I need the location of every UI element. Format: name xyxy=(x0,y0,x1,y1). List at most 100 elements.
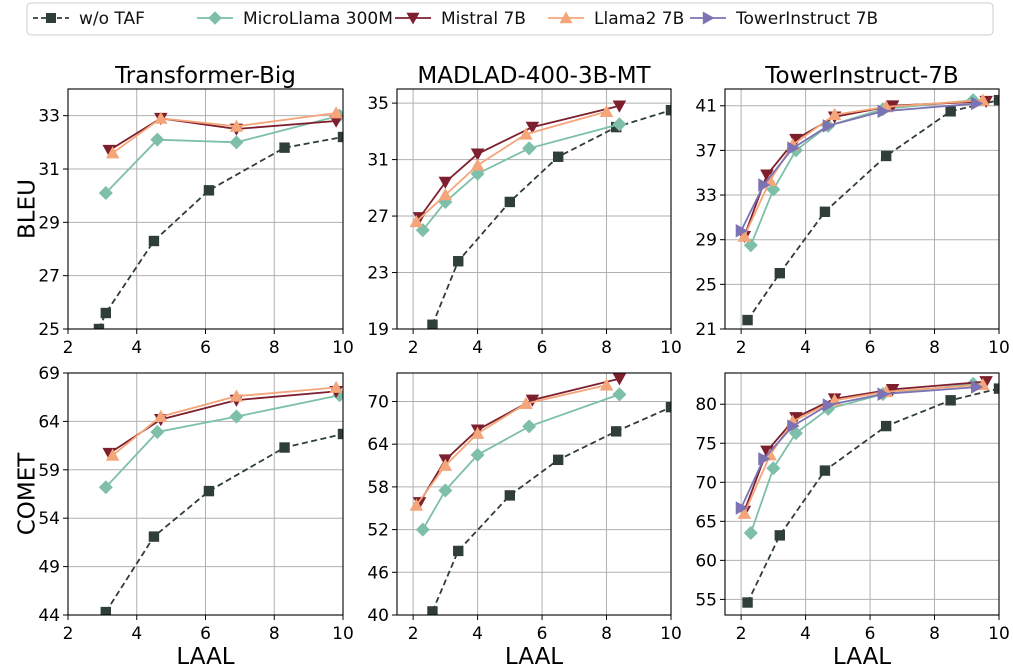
data-point-llama2-7b xyxy=(438,188,453,201)
data-point-w-o-taf xyxy=(819,206,831,217)
legend-item-w-o-taf: w/o TAF xyxy=(33,9,145,29)
data-point-mistral-7b xyxy=(525,121,540,134)
data-point-w-o-taf xyxy=(742,597,753,608)
grid xyxy=(725,89,999,329)
x-tick-label: 4 xyxy=(131,624,142,644)
x-tick-label: 8 xyxy=(601,624,612,644)
legend: w/o TAF MicroLlama 300M Mistral 7B Llama2 7… xyxy=(26,2,994,36)
panel-title: Transformer-Big xyxy=(114,63,296,89)
series-line-llama2-7b xyxy=(743,383,983,514)
data-point-w-o-taf xyxy=(611,426,622,437)
data-point-w-o-taf xyxy=(993,94,999,106)
x-tick-label: 8 xyxy=(601,338,612,358)
data-point-mistral-7b xyxy=(470,148,485,161)
y-tick-label: 55 xyxy=(695,590,717,610)
panel-title: MADLAD-400-3B-MT xyxy=(417,63,651,89)
y-tick-label: 69 xyxy=(38,364,60,384)
y-tick-label: 75 xyxy=(695,434,717,454)
series-line-microllama-300m xyxy=(749,99,974,246)
data-point-llama2-7b xyxy=(470,426,485,439)
data-point-towerinstruct-7b xyxy=(758,452,771,466)
data-point-mistral-7b xyxy=(329,115,343,128)
x-tick-label: 10 xyxy=(988,338,1010,358)
data-point-llama2-7b xyxy=(519,127,533,140)
legend-label: Mistral 7B xyxy=(441,9,526,29)
data-point-w-o-taf xyxy=(945,395,956,406)
series-line-w-o-taf xyxy=(746,387,999,603)
panel-title: TowerInstruct-7B xyxy=(764,63,958,89)
data-point-towerinstruct-7b xyxy=(787,419,800,433)
legend-marker-icon xyxy=(702,11,715,25)
series-group xyxy=(735,93,999,326)
grid xyxy=(725,373,999,615)
x-tick-label: 10 xyxy=(332,338,354,358)
data-point-llama2-7b xyxy=(229,389,244,402)
data-point-microllama-300m xyxy=(415,522,430,537)
data-point-microllama-300m xyxy=(612,387,627,402)
legend-label: TowerInstruct 7B xyxy=(735,9,878,29)
series-line-mistral-7b xyxy=(108,117,337,152)
data-point-microllama-300m xyxy=(612,117,627,132)
series-line-llama2-7b xyxy=(112,112,337,154)
y-tick-label: 29 xyxy=(695,231,717,251)
data-point-w-o-taf xyxy=(100,307,112,319)
data-point-w-o-taf xyxy=(552,454,564,466)
series-group xyxy=(735,376,999,608)
series-line-w-o-taf xyxy=(746,99,999,321)
y-tick-label: 60 xyxy=(695,551,717,571)
legend-item-towerinstruct-7b: TowerInstruct 7B xyxy=(690,9,878,29)
series-line-llama2-7b xyxy=(743,99,983,237)
y-tick-label: 21 xyxy=(695,320,717,340)
x-tick-label: 6 xyxy=(200,624,211,644)
data-point-llama2-7b xyxy=(105,448,120,461)
data-point-w-o-taf xyxy=(552,151,564,162)
data-point-mistral-7b xyxy=(612,100,627,113)
data-point-towerinstruct-7b xyxy=(822,398,835,412)
data-point-llama2-7b xyxy=(329,106,343,119)
data-point-towerinstruct-7b xyxy=(971,96,984,111)
y-tick-label: 25 xyxy=(38,320,60,340)
data-point-w-o-taf xyxy=(427,606,438,615)
x-tick-label: 4 xyxy=(131,338,142,358)
series-line-microllama-300m xyxy=(422,393,620,531)
series-line-towerinstruct-7b xyxy=(740,386,977,509)
y-tick-label: 25 xyxy=(695,275,717,295)
y-tick-label: 64 xyxy=(367,435,389,455)
x-tick-label: 8 xyxy=(929,624,940,644)
grid xyxy=(397,373,671,615)
data-point-llama2-7b xyxy=(438,458,453,471)
x-tick-label: 6 xyxy=(865,624,876,644)
data-point-microllama-300m xyxy=(98,480,113,495)
data-point-mistral-7b xyxy=(789,133,803,146)
series-group xyxy=(409,373,671,615)
x-tick-label: 2 xyxy=(736,338,747,358)
x-tick-label: 10 xyxy=(660,624,682,644)
data-point-microllama-300m xyxy=(150,132,165,147)
data-point-microllama-300m xyxy=(766,461,781,476)
y-tick-label: 80 xyxy=(695,395,717,415)
data-point-llama2-7b xyxy=(599,104,614,117)
data-point-llama2-7b xyxy=(519,396,533,410)
data-point-w-o-taf xyxy=(279,142,290,153)
data-point-w-o-taf xyxy=(880,420,892,432)
x-tick-label: 8 xyxy=(269,338,280,358)
x-tick-label: 4 xyxy=(800,338,811,358)
axes-frame xyxy=(724,88,1000,330)
y-tick-label: 65 xyxy=(695,512,717,532)
y-axis-label: COMET xyxy=(15,452,41,536)
series-group xyxy=(409,100,671,329)
grid xyxy=(397,89,671,329)
data-point-towerinstruct-7b xyxy=(877,387,890,401)
panel-comet-1: 2 4 6 8 10 44 49 54 59 64 69 LAAL COMET xyxy=(15,364,354,670)
series-line-w-o-taf xyxy=(98,136,343,329)
y-tick-label: 52 xyxy=(367,521,389,541)
x-tick-label: 10 xyxy=(332,624,354,644)
grid xyxy=(68,373,343,615)
legend-item-llama2-7b: Llama2 7B xyxy=(548,9,684,29)
y-tick-label: 41 xyxy=(695,97,717,117)
data-point-w-o-taf xyxy=(665,104,671,116)
y-tick-label: 59 xyxy=(38,461,60,481)
data-point-llama2-7b xyxy=(229,119,244,132)
data-point-microllama-300m xyxy=(788,426,803,441)
y-tick-label: 64 xyxy=(38,412,60,432)
